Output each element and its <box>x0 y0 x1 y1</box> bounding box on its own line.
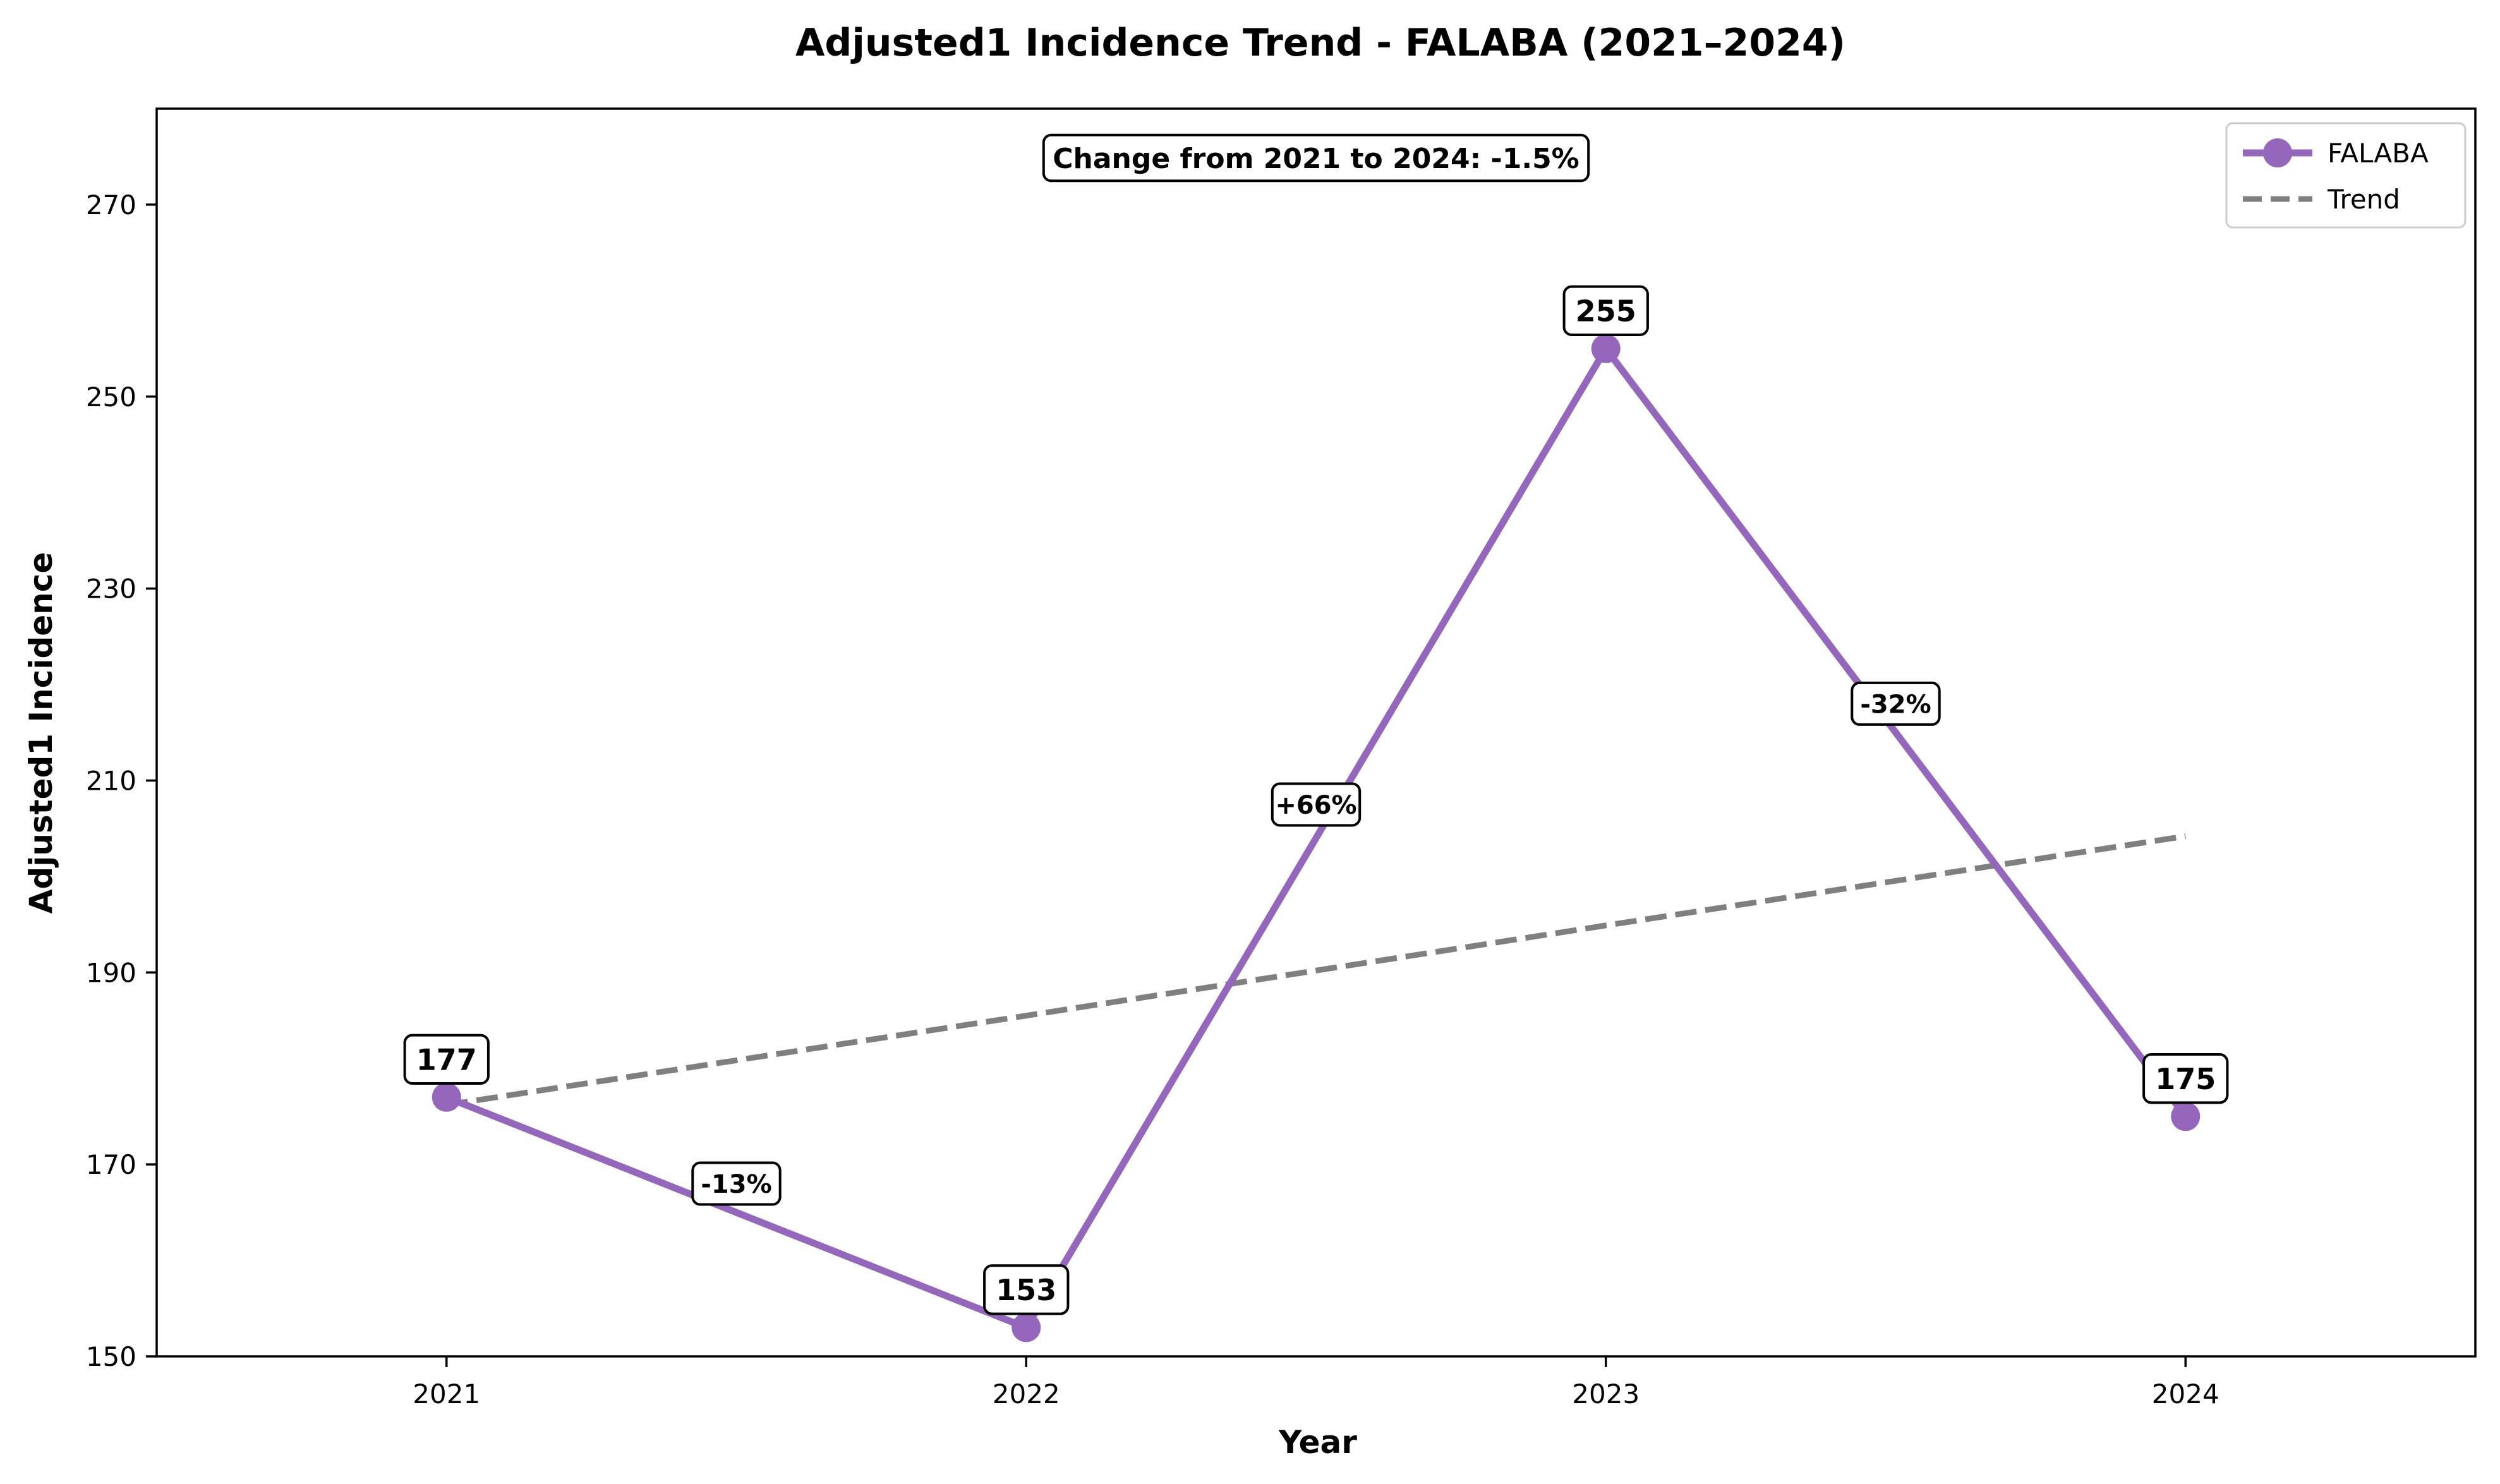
data-point-2021 <box>432 1082 461 1112</box>
value-label-2024-box <box>2142 1053 2229 1104</box>
x-tick-label-2021: 2021 <box>413 1378 480 1409</box>
change-label-2: +66% <box>1275 791 1356 820</box>
data-point-2023 <box>1591 334 1621 363</box>
x-axis-label: Year <box>1278 1424 1357 1461</box>
change-label-1: -13% <box>701 1170 771 1199</box>
plot-frame <box>155 107 2477 1358</box>
value-label-2023: 255 <box>1576 294 1636 328</box>
y-axis-label: Adjusted1 Incidence <box>23 552 59 914</box>
x-tick-label-2023: 2023 <box>1572 1378 1639 1409</box>
y-tick-label-210: 210 <box>86 765 136 796</box>
y-tick-label-250: 250 <box>86 382 136 413</box>
value-label-2023-box <box>1562 285 1649 336</box>
legend-label-trend: Trend <box>2327 184 2400 215</box>
y-tick-label-270: 270 <box>86 190 136 220</box>
change-label-3: -32% <box>1860 690 1931 719</box>
data-point-2024 <box>2171 1102 2201 1131</box>
overall-change-box <box>1042 133 1590 183</box>
x-tick-label-2022: 2022 <box>993 1378 1060 1409</box>
value-label-2021: 177 <box>416 1042 477 1077</box>
y-tick-label-190: 190 <box>86 957 136 988</box>
y-tick-label-150: 150 <box>86 1341 136 1372</box>
x-tick-label-2024: 2024 <box>2152 1378 2219 1409</box>
trend-line <box>446 833 2186 1108</box>
value-label-2022: 153 <box>996 1273 1056 1307</box>
value-label-2022-box <box>983 1264 1070 1315</box>
value-label-2021-box <box>403 1034 490 1085</box>
change-label-3-box <box>1851 681 1941 726</box>
chart-title: Adjusted1 Incidence Trend - FALABA (2021… <box>795 21 1845 65</box>
change-label-1-box <box>691 1161 782 1206</box>
value-label-2024: 175 <box>2155 1062 2216 1096</box>
change-label-2-box <box>1271 782 1362 827</box>
data-point-2022 <box>1011 1313 1041 1342</box>
y-tick-label-230: 230 <box>86 574 136 605</box>
y-tick-label-170: 170 <box>86 1149 136 1180</box>
legend-marker-falaba <box>2263 138 2292 167</box>
plot-area: 150 170 190 210 230 250 270 2021 2022 2023 2024 177… <box>86 107 2477 1409</box>
overall-change-annotation: Change from 2021 to 2024: -1.5% <box>1053 143 1579 175</box>
legend-label-falaba: FALABA <box>2328 138 2429 169</box>
series-line-falaba <box>443 345 2189 1331</box>
